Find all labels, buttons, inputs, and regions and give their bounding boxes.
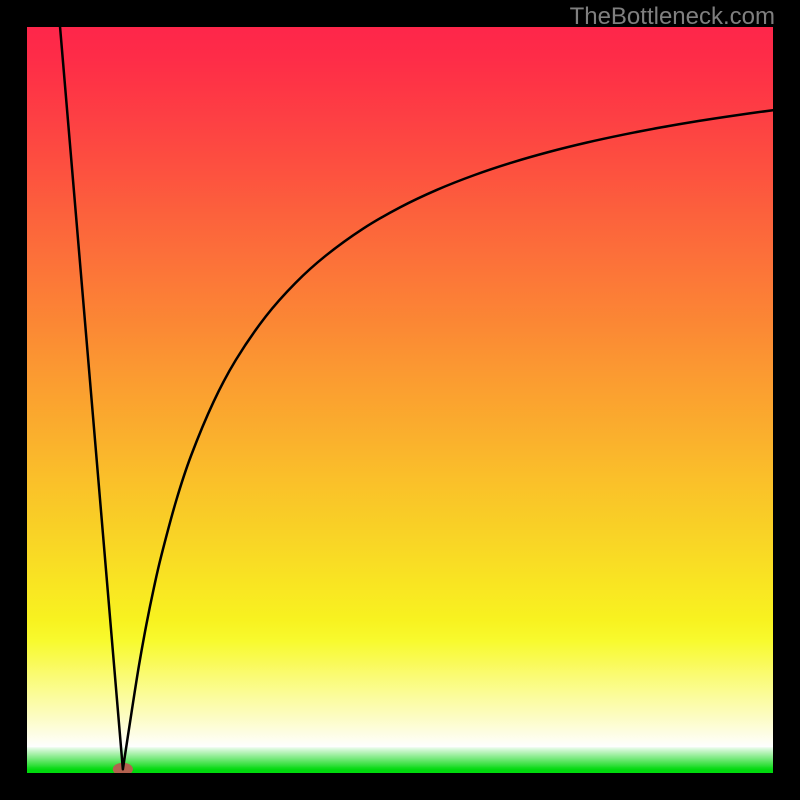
plot-area: [27, 27, 773, 773]
chart-frame: TheBottleneck.com: [0, 0, 800, 800]
bottleneck-curve-chart: [27, 27, 773, 773]
watermark-text: TheBottleneck.com: [570, 3, 775, 31]
